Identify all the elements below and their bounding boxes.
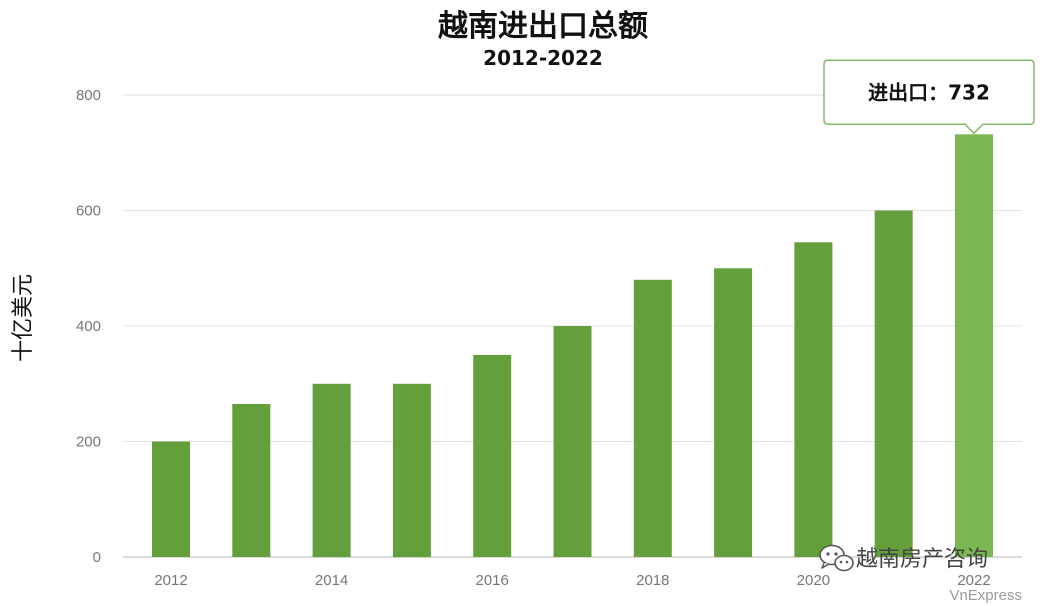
y-tick-label: 800 xyxy=(76,87,101,104)
x-tick-label: 2012 xyxy=(154,572,187,589)
callout-box xyxy=(823,59,1035,135)
bar-2021 xyxy=(874,210,913,557)
y-axis-label: 十亿美元 xyxy=(11,274,36,362)
y-tick-label: 600 xyxy=(76,203,101,220)
wechat-icon xyxy=(819,544,854,572)
bar-2019 xyxy=(714,268,753,558)
x-axis-ticks: 2012 2014 2016 2018 2020 2022 xyxy=(154,572,990,589)
bar-2015 xyxy=(392,383,431,558)
bar-2012 xyxy=(152,441,190,557)
x-tick-label: 2022 xyxy=(957,572,990,589)
watermark-text: 越南房产咨询 xyxy=(856,547,988,572)
y-tick-label: 0 xyxy=(93,549,101,566)
x-tick-label: 2018 xyxy=(636,572,669,589)
x-tick-label: 2014 xyxy=(315,572,348,589)
annotation-callout: 进出口：732 xyxy=(823,59,1035,135)
source-credit: VnExpress xyxy=(949,587,1022,604)
bars xyxy=(152,134,993,558)
bar-2016 xyxy=(473,354,512,557)
y-axis-ticks: 0 200 400 600 800 xyxy=(76,87,101,566)
watermark: 越南房产咨询 xyxy=(819,544,988,572)
x-tick-label: 2020 xyxy=(797,572,830,589)
callout-label: 进出口：732 xyxy=(868,80,990,104)
chart-header: 越南进出口总额 2012-2022 xyxy=(438,9,648,70)
bar-2017 xyxy=(553,326,592,557)
x-tick-label: 2016 xyxy=(476,572,509,589)
chart-title: 越南进出口总额 xyxy=(438,9,648,44)
y-tick-label: 400 xyxy=(76,318,101,335)
bar-2013 xyxy=(232,404,271,557)
y-tick-label: 200 xyxy=(76,434,101,451)
bar-2022 xyxy=(955,134,993,558)
chart-subtitle: 2012-2022 xyxy=(483,46,603,70)
bar-2020 xyxy=(794,242,833,558)
bar-2018 xyxy=(633,279,672,557)
bar-2014 xyxy=(312,383,351,558)
